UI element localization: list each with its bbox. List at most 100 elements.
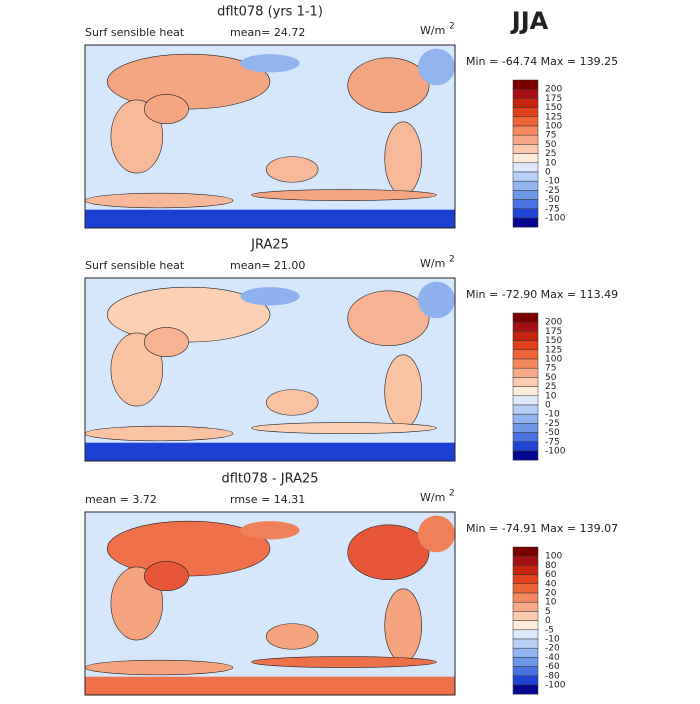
colorbar-box bbox=[512, 349, 539, 360]
colorbar-box bbox=[512, 79, 539, 90]
land-region bbox=[418, 281, 455, 319]
colorbar-box bbox=[512, 413, 539, 424]
range-text: Min = -74.91 Max = 139.07 bbox=[466, 522, 618, 535]
colorbar-box bbox=[512, 331, 539, 341]
colorbar-label: -25 bbox=[545, 419, 560, 429]
land-region bbox=[240, 521, 300, 540]
colorbar-box bbox=[512, 684, 539, 695]
panel-title: dflt078 (yrs 1-1) bbox=[217, 5, 323, 20]
land-region bbox=[266, 389, 319, 416]
colorbar-box bbox=[512, 629, 539, 640]
colorbar-label: 200 bbox=[545, 318, 562, 328]
colorbar-label: 75 bbox=[545, 364, 556, 374]
land-region bbox=[143, 561, 189, 591]
colorbar-box bbox=[512, 583, 539, 594]
land-region bbox=[266, 623, 319, 650]
colorbar-box bbox=[512, 450, 539, 461]
panel-title: JRA25 bbox=[250, 238, 289, 253]
colorbar-box bbox=[512, 592, 539, 603]
colorbar-label: 10 bbox=[545, 391, 557, 401]
colorbar-label: -5 bbox=[545, 625, 554, 635]
colorbar-label: -100 bbox=[545, 447, 566, 457]
colorbar-label: -25 bbox=[545, 186, 560, 196]
colorbar-label: 25 bbox=[545, 149, 556, 159]
colorbar-label: 150 bbox=[545, 336, 562, 346]
colorbar-label: 175 bbox=[545, 94, 562, 104]
land-region bbox=[266, 156, 319, 183]
land-region bbox=[347, 290, 430, 347]
units-exponent: 2 bbox=[449, 22, 455, 32]
colorbar-label: -40 bbox=[545, 653, 560, 663]
colorbar-label: -10 bbox=[545, 410, 560, 420]
colorbar-box bbox=[512, 574, 539, 585]
colorbar-label: 100 bbox=[545, 355, 562, 365]
land-region bbox=[384, 588, 423, 663]
colorbar-label: 0 bbox=[545, 168, 551, 178]
colorbar-label: 0 bbox=[545, 401, 551, 411]
colorbar-box bbox=[512, 134, 539, 145]
land-region bbox=[251, 422, 437, 434]
colorbar-box bbox=[512, 367, 539, 378]
colorbar-box bbox=[512, 441, 539, 452]
colorbar-box bbox=[512, 107, 539, 118]
colorbar-box bbox=[512, 208, 539, 219]
land-region bbox=[347, 57, 430, 114]
range-text: Min = -72.90 Max = 113.49 bbox=[466, 288, 618, 301]
colorbar-box bbox=[512, 404, 539, 415]
colorbar-label: -10 bbox=[545, 635, 560, 645]
colorbar-box bbox=[512, 657, 539, 667]
colorbar-box bbox=[512, 601, 539, 612]
land-region bbox=[143, 327, 189, 357]
colorbar-label: 175 bbox=[545, 327, 562, 337]
land-region bbox=[240, 54, 300, 73]
units-exponent: 2 bbox=[449, 489, 455, 499]
land-region bbox=[418, 48, 455, 86]
colorbar-label: 0 bbox=[545, 616, 551, 626]
colorbar-label: -75 bbox=[545, 204, 560, 214]
colorbar-label: -80 bbox=[545, 671, 560, 681]
colorbar-label: -100 bbox=[545, 681, 566, 691]
colorbar-label: 50 bbox=[545, 373, 557, 383]
colorbar-box bbox=[512, 647, 539, 658]
land-region bbox=[143, 94, 189, 124]
colorbar-box bbox=[512, 144, 539, 154]
antarctica bbox=[85, 676, 455, 695]
units-exponent: 2 bbox=[449, 255, 455, 265]
land-region bbox=[251, 189, 437, 201]
colorbar-label: 50 bbox=[545, 140, 557, 150]
colorbar-label: 125 bbox=[545, 345, 562, 355]
land-region bbox=[84, 192, 234, 209]
colorbar-box bbox=[512, 217, 539, 228]
colorbar-box bbox=[512, 88, 539, 99]
antarctica bbox=[85, 442, 455, 461]
colorbar-box bbox=[512, 312, 539, 323]
colorbar-box bbox=[512, 98, 539, 108]
panel-left-text: mean = 3.72 bbox=[85, 493, 157, 506]
panel-left-text: Surf sensible heat bbox=[85, 259, 185, 272]
colorbar-box bbox=[512, 199, 539, 210]
colorbar-label: -75 bbox=[545, 437, 560, 447]
colorbar-box bbox=[512, 171, 539, 182]
land-region bbox=[84, 659, 234, 676]
colorbar-label: 125 bbox=[545, 112, 562, 122]
colorbar-box bbox=[512, 675, 539, 686]
colorbar-box bbox=[512, 620, 539, 631]
colorbar-label: 100 bbox=[545, 122, 562, 132]
units: W/m bbox=[420, 491, 445, 504]
colorbar-label: 150 bbox=[545, 103, 562, 113]
colorbar-label: 25 bbox=[545, 382, 556, 392]
panel-left-text: Surf sensible heat bbox=[85, 26, 185, 39]
colorbar-box bbox=[512, 377, 539, 387]
range-text: Min = -64.74 Max = 139.25 bbox=[466, 55, 618, 68]
colorbar-box bbox=[512, 340, 539, 351]
units: W/m bbox=[420, 24, 445, 37]
season-label: JJA bbox=[510, 7, 549, 35]
colorbar-label: -20 bbox=[545, 644, 560, 654]
colorbar-label: 80 bbox=[545, 561, 557, 571]
units: W/m bbox=[420, 257, 445, 270]
colorbar-label: 10 bbox=[545, 598, 557, 608]
colorbar-box bbox=[512, 125, 539, 136]
panel-title: dflt078 - JRA25 bbox=[221, 472, 318, 487]
map-frame bbox=[84, 44, 456, 229]
